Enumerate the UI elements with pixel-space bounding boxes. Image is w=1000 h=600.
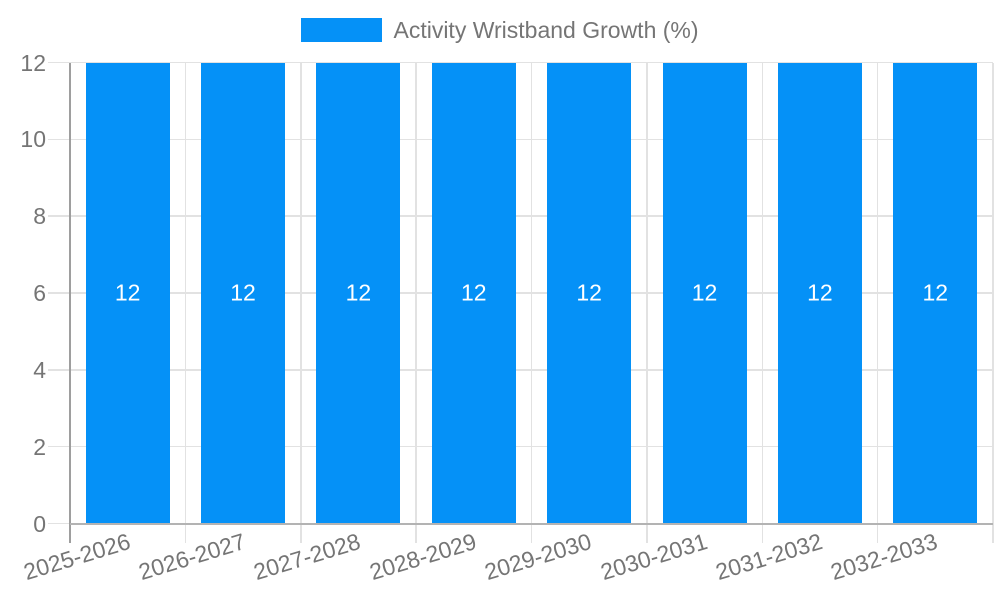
y-axis-line (69, 62, 71, 543)
y-tick-label: 0 (33, 510, 46, 537)
x-gridline (646, 62, 648, 543)
x-gridline (184, 62, 187, 543)
y-tick-label: 2 (33, 433, 46, 460)
x-axis-line (70, 522, 993, 525)
chart-legend: Activity Wristband Growth (%) (0, 18, 1000, 42)
y-gridline (48, 522, 70, 525)
bar-value-label: 12 (807, 279, 833, 306)
x-gridline (761, 62, 763, 543)
legend-label: Activity Wristband Growth (%) (393, 17, 699, 43)
x-gridline (876, 62, 879, 543)
y-gridline (48, 445, 993, 448)
y-tick-label: 6 (33, 280, 46, 306)
y-tick-label: 8 (33, 203, 46, 230)
bar[interactable] (662, 62, 747, 524)
bar-value-label: 12 (345, 279, 372, 306)
bar[interactable] (85, 62, 170, 524)
y-tick-label: 4 (33, 356, 46, 383)
y-gridline (48, 292, 993, 294)
bar[interactable] (547, 62, 632, 524)
bar-value-label: 12 (461, 279, 487, 306)
x-gridline (415, 62, 417, 543)
x-gridline (992, 62, 994, 543)
bar-value-label: 12 (114, 279, 141, 306)
x-gridline (530, 62, 533, 543)
bar-value-label: 12 (922, 279, 949, 306)
y-gridline (48, 61, 993, 64)
bar-value-label: 12 (576, 279, 602, 306)
bar[interactable] (201, 62, 286, 524)
legend-item[interactable]: Activity Wristband Growth (%) (301, 17, 699, 43)
bar[interactable] (316, 62, 401, 524)
y-tick-label: 10 (20, 126, 46, 153)
y-tick-label: 12 (20, 49, 46, 76)
y-gridline (48, 215, 993, 217)
bar[interactable] (431, 62, 516, 524)
bar[interactable] (893, 62, 978, 524)
y-gridline (48, 138, 993, 141)
y-gridline (48, 369, 993, 371)
bar-value-label: 12 (230, 279, 256, 306)
bar[interactable] (777, 62, 862, 524)
legend-swatch-icon (301, 18, 383, 42)
bar-value-label: 12 (691, 279, 718, 306)
x-gridline (300, 62, 302, 543)
